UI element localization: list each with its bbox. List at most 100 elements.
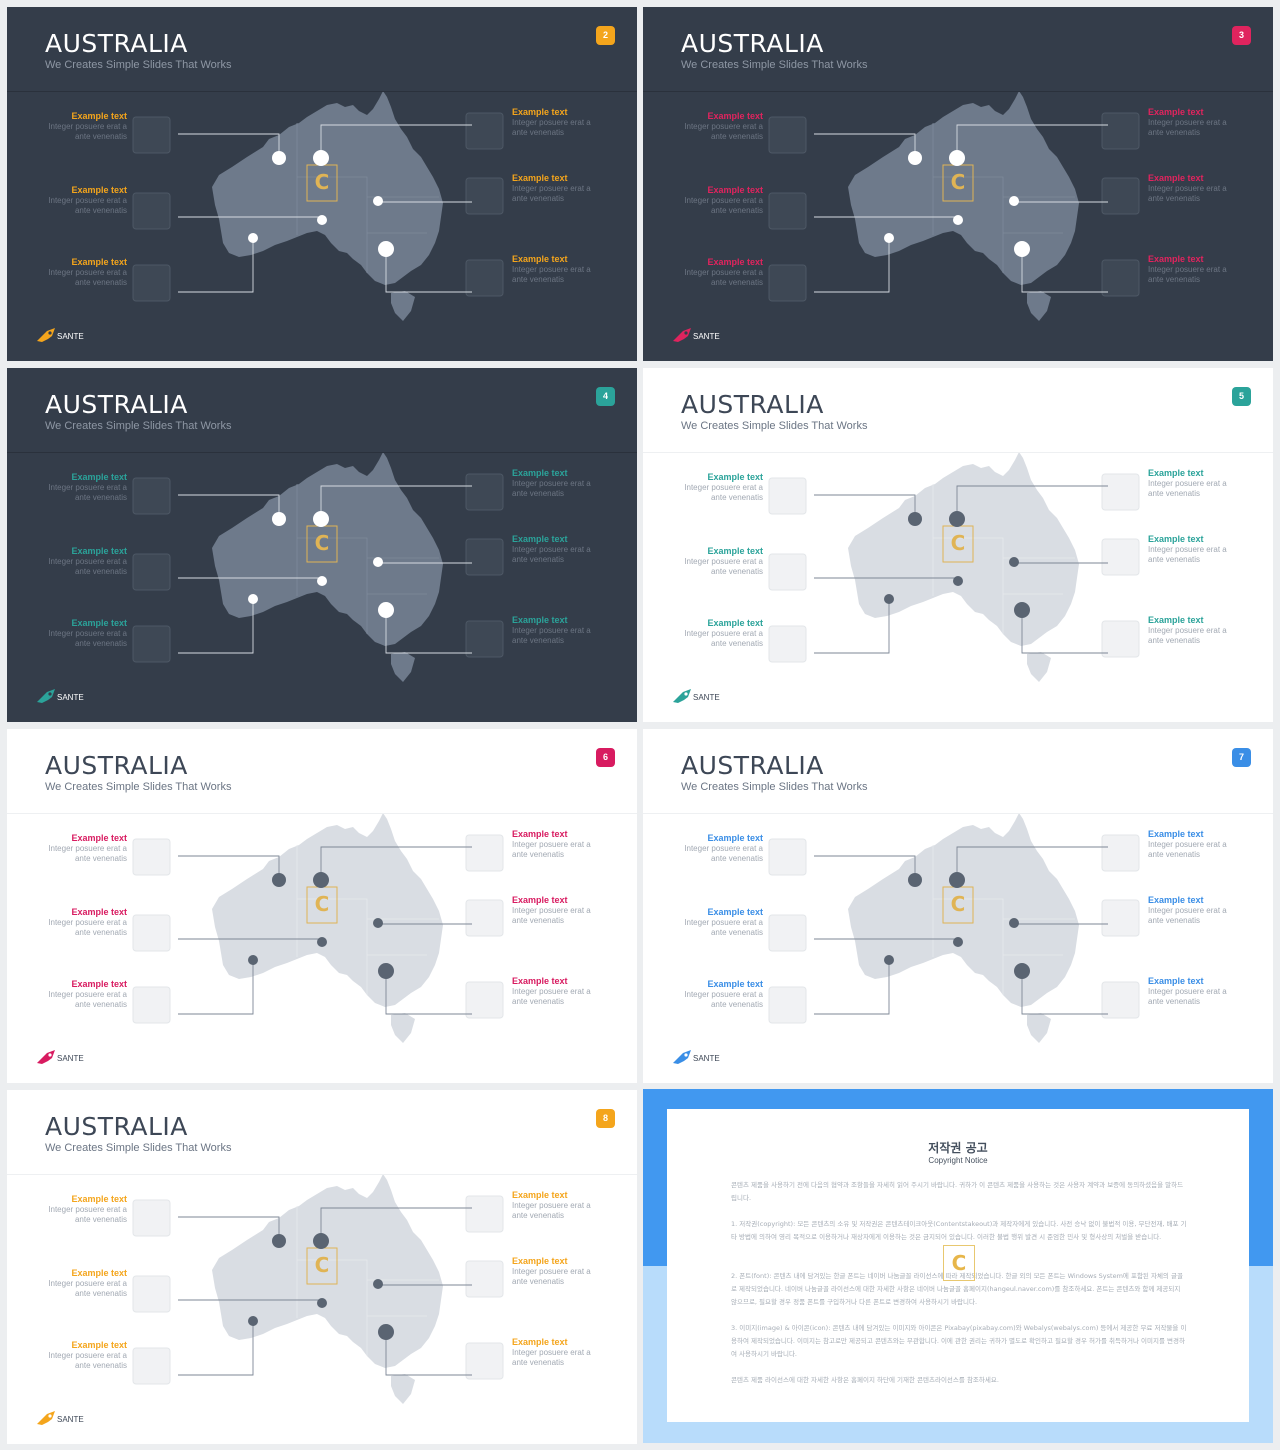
map-slide: C AUSTRALIA We Creates Simple Slides That … <box>643 729 1273 1083</box>
map-label: Example text Integer posuere erat a ante… <box>1148 895 1268 926</box>
label-body: ante venenatis <box>74 928 127 937</box>
map-label: Example text Integer posuere erat a ante… <box>7 185 127 216</box>
map-label: Example text Integer posuere erat a ante… <box>7 1340 127 1371</box>
label-body: ante venenatis <box>74 1289 127 1298</box>
label-body: Integer posuere erat a <box>48 196 127 205</box>
label-heading: Example text <box>512 895 568 905</box>
label-heading: Example text <box>512 829 568 839</box>
slide-title: AUSTRALIA <box>681 390 824 419</box>
slide-subtitle: We Creates Simple Slides That Works <box>681 59 868 71</box>
slide-number-badge: 8 <box>596 1109 615 1128</box>
sante-logo: SANTE <box>35 327 105 347</box>
svg-text:C: C <box>315 1253 330 1277</box>
logo-text: SANTE <box>693 332 720 341</box>
rocket-icon <box>673 1050 691 1064</box>
label-heading: Example text <box>512 1256 568 1266</box>
label-body: ante venenatis <box>1148 636 1201 645</box>
label-heading: Example text <box>512 468 568 478</box>
logo-text: SANTE <box>57 693 84 702</box>
copyright-paragraph: 2. 폰트(font): 콘텐츠 내에 담겨있는 한글 폰트는 네이버 나눔글꼴… <box>731 1272 1183 1306</box>
label-body: Integer posuere erat a <box>684 483 763 492</box>
slide-title: AUSTRALIA <box>45 751 188 780</box>
label-body: Integer posuere erat a <box>48 1279 127 1288</box>
map-label: Example text Integer posuere erat a ante… <box>512 254 632 285</box>
header-divider <box>7 1174 637 1175</box>
rocket-icon <box>673 689 691 703</box>
map-slide: C AUSTRALIA We Creates Simple Slides That … <box>7 7 637 361</box>
label-heading: Example text <box>512 254 568 264</box>
label-body: Integer posuere erat a <box>512 840 591 849</box>
label-heading: Example text <box>71 472 127 482</box>
svg-text:C: C <box>315 170 330 194</box>
map-label: Example text Integer posuere erat a ante… <box>7 979 127 1010</box>
label-body: Integer posuere erat a <box>1148 118 1227 127</box>
logo-text: SANTE <box>693 1054 720 1063</box>
label-body: ante venenatis <box>1148 850 1201 859</box>
label-body: Integer posuere erat a <box>48 268 127 277</box>
label-body: Integer posuere erat a <box>684 844 763 853</box>
copyright-title: 저작권 공고 <box>928 1141 988 1155</box>
label-heading: Example text <box>707 546 763 556</box>
copyright-slide: 저작권 공고 Copyright Notice 콘텐츠 제품을 사용하기 전에 … <box>643 1089 1273 1443</box>
label-body: Integer posuere erat a <box>512 184 591 193</box>
label-heading: Example text <box>512 1337 568 1347</box>
svg-text:C: C <box>951 170 966 194</box>
slide-number-badge: 3 <box>1232 26 1251 45</box>
slide-number-badge: 6 <box>596 748 615 767</box>
label-body: ante venenatis <box>512 555 565 564</box>
map-label: Example text Integer posuere erat a ante… <box>1148 615 1268 646</box>
label-body: Integer posuere erat a <box>1148 479 1227 488</box>
label-body: Integer posuere erat a <box>684 557 763 566</box>
label-heading: Example text <box>71 1340 127 1350</box>
slide-subtitle: We Creates Simple Slides That Works <box>45 59 232 71</box>
rocket-icon <box>37 1411 55 1425</box>
label-heading: Example text <box>1148 829 1204 839</box>
copyright-paragraph: 1. 저작권(copyright): 모든 콘텐츠의 소유 및 저작권은 콘텐츠… <box>731 1220 1187 1241</box>
label-heading: Example text <box>512 107 568 117</box>
label-heading: Example text <box>71 1194 127 1204</box>
slide-title: AUSTRALIA <box>681 29 824 58</box>
header-divider <box>643 813 1273 814</box>
label-heading: Example text <box>512 173 568 183</box>
slide-title: AUSTRALIA <box>45 29 188 58</box>
label-body: ante venenatis <box>512 194 565 203</box>
sante-logo: SANTE <box>671 688 741 708</box>
map-label: Example text Integer posuere erat a ante… <box>643 833 763 864</box>
label-heading: Example text <box>71 185 127 195</box>
label-heading: Example text <box>707 111 763 121</box>
label-heading: Example text <box>71 907 127 917</box>
label-body: Integer posuere erat a <box>1148 184 1227 193</box>
map-label: Example text Integer posuere erat a ante… <box>1148 829 1268 860</box>
australia-map-icon: C <box>768 452 1140 682</box>
label-body: ante venenatis <box>74 1215 127 1224</box>
label-heading: Example text <box>71 257 127 267</box>
australia-map-icon: C <box>132 452 504 682</box>
label-body: ante venenatis <box>74 206 127 215</box>
rocket-icon <box>37 1050 55 1064</box>
contents-watermark-icon: C <box>943 1245 975 1281</box>
label-heading: Example text <box>1148 895 1204 905</box>
label-body: Integer posuere erat a <box>48 1351 127 1360</box>
map-label: Example text Integer posuere erat a ante… <box>7 257 127 288</box>
label-body: ante venenatis <box>74 493 127 502</box>
slide-number-badge: 2 <box>596 26 615 45</box>
map-label: Example text Integer posuere erat a ante… <box>7 618 127 649</box>
label-body: Integer posuere erat a <box>512 987 591 996</box>
label-body: ante venenatis <box>512 1358 565 1367</box>
label-body: ante venenatis <box>710 928 763 937</box>
label-body: Integer posuere erat a <box>512 1267 591 1276</box>
label-body: Integer posuere erat a <box>512 1348 591 1357</box>
logo-text: SANTE <box>57 332 84 341</box>
sante-logo: SANTE <box>35 1410 105 1430</box>
map-label: Example text Integer posuere erat a ante… <box>512 829 632 860</box>
label-body: Integer posuere erat a <box>48 844 127 853</box>
svg-text:C: C <box>315 531 330 555</box>
copyright-paragraph: 콘텐츠 제품을 사용하기 전에 다음의 협약과 조항들을 자세히 읽어 주시기 … <box>731 1181 1184 1202</box>
label-body: ante venenatis <box>512 636 565 645</box>
label-body: Integer posuere erat a <box>1148 626 1227 635</box>
copyright-paragraph: 콘텐츠 제품 라이선스에 대한 자세한 사항은 홈페이지 하단에 기재한 콘텐츠… <box>731 1376 999 1384</box>
label-body: ante venenatis <box>74 639 127 648</box>
header-divider <box>7 452 637 453</box>
svg-text:C: C <box>315 892 330 916</box>
slide-subtitle: We Creates Simple Slides That Works <box>681 420 868 432</box>
